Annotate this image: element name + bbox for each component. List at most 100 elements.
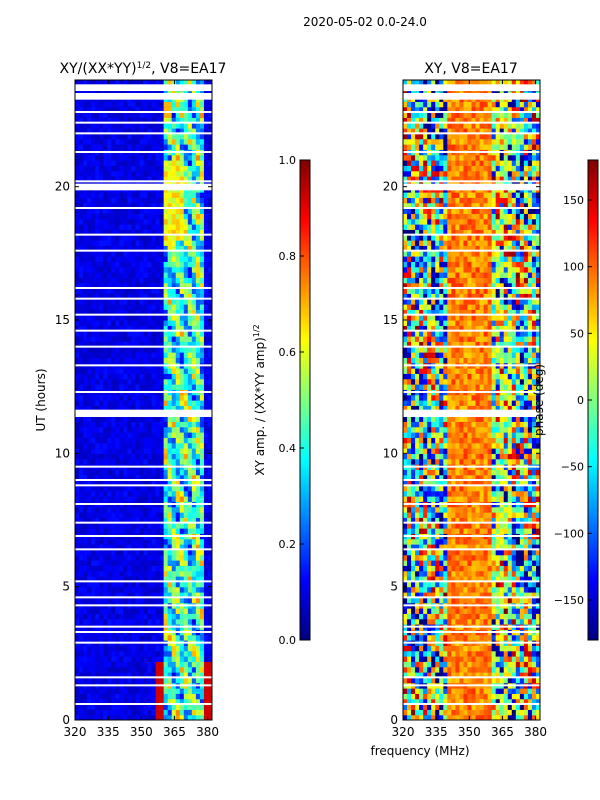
heatmap-cell [151, 458, 157, 465]
heatmap-cell [131, 704, 137, 710]
heatmap-cell [183, 165, 189, 172]
heatmap-cell [155, 597, 161, 604]
heatmap-cell [191, 528, 197, 534]
heatmap-cell [495, 634, 501, 641]
heatmap-cell [175, 373, 181, 380]
heatmap-cell [83, 645, 88, 652]
heatmap-cell [171, 672, 177, 678]
heatmap-cell [471, 645, 477, 652]
heatmap-cell [407, 645, 412, 652]
heatmap-cell [111, 346, 116, 353]
heatmap-cell [91, 154, 96, 161]
heatmap-cell [139, 405, 145, 412]
heatmap-cell [203, 261, 209, 268]
heatmap-cell [143, 549, 149, 556]
heatmap-cell [163, 704, 169, 710]
heatmap-cell [175, 656, 181, 662]
heatmap-cell [427, 672, 432, 678]
heatmap-cell [407, 672, 412, 678]
heatmap-cell [203, 693, 209, 700]
heatmap-cell [459, 608, 465, 614]
heatmap-cell [135, 538, 141, 545]
flagged-row [75, 484, 212, 487]
heatmap-cell [155, 528, 161, 534]
heatmap-cell [171, 618, 177, 625]
heatmap-cell [451, 650, 456, 657]
heatmap-cell [111, 506, 116, 513]
heatmap-cell [455, 618, 461, 625]
heatmap-cell [423, 698, 428, 705]
heatmap-cell [107, 618, 112, 625]
heatmap-cell [119, 704, 124, 710]
heatmap-cell [195, 314, 201, 321]
heatmap-cell [199, 581, 205, 588]
heatmap-cell [151, 245, 157, 252]
heatmap-cell [415, 666, 420, 673]
heatmap-cell [199, 282, 205, 289]
heatmap-cell [151, 106, 157, 113]
heatmap-cell [531, 709, 537, 716]
heatmap-cell [403, 709, 408, 716]
heatmap-cell [147, 688, 153, 694]
heatmap-cell [155, 496, 161, 502]
heatmap-cell [139, 314, 145, 321]
heatmap-cell [431, 608, 436, 614]
heatmap-cell [187, 634, 193, 641]
heatmap-cell [191, 165, 197, 172]
heatmap-cell [171, 218, 177, 225]
heatmap-cell [127, 229, 133, 236]
heatmap-cell [167, 586, 173, 593]
heatmap-cell [163, 517, 169, 524]
heatmap-cell [115, 554, 120, 561]
heatmap-cell [91, 608, 96, 614]
heatmap-cell [171, 586, 177, 593]
heatmap-cell [139, 224, 145, 230]
heatmap-cell [119, 213, 124, 220]
heatmap-cell [103, 517, 108, 524]
heatmap-cell [455, 608, 461, 614]
heatmap-cell [411, 704, 416, 710]
heatmap-cell [131, 544, 137, 550]
heatmap-cell [95, 597, 100, 604]
heatmap-cell [143, 160, 149, 166]
heatmap-cell [155, 277, 161, 284]
heatmap-cell [135, 218, 141, 225]
heatmap-cell [143, 634, 149, 641]
heatmap-cell [159, 368, 165, 374]
heatmap-cell [167, 266, 173, 273]
heatmap-cell [179, 645, 185, 652]
heatmap-cell [179, 373, 185, 380]
heatmap-cell [183, 282, 189, 289]
heatmap-cell [143, 581, 149, 588]
heatmap-cell [91, 437, 96, 444]
heatmap-cell [111, 282, 116, 289]
heatmap-cell [163, 496, 169, 502]
heatmap-cell [127, 160, 133, 166]
heatmap-cell [119, 506, 124, 513]
heatmap-cell [123, 618, 128, 625]
heatmap-cell [183, 250, 189, 257]
heatmap-cell [111, 357, 116, 364]
heatmap-cell [111, 416, 116, 422]
heatmap-cell [187, 405, 193, 412]
heatmap-cell [167, 80, 173, 86]
heatmap-cell [187, 480, 193, 486]
heatmap-cell [95, 453, 100, 460]
heatmap-cell [95, 512, 100, 518]
heatmap-cell [187, 474, 193, 481]
heatmap-cell [195, 517, 201, 524]
heatmap-cell [175, 565, 181, 572]
heatmap-cell [91, 538, 96, 545]
heatmap-cell [171, 256, 177, 262]
heatmap-cell [171, 554, 177, 561]
heatmap-cell [439, 618, 444, 625]
heatmap-cell [207, 437, 212, 444]
heatmap-cell [95, 432, 100, 438]
heatmap-cell [199, 672, 205, 678]
heatmap-cell [75, 240, 80, 246]
heatmap-cell [503, 672, 509, 678]
heatmap-cell [195, 234, 201, 241]
heatmap-cell [75, 634, 80, 641]
heatmap-cell [87, 661, 92, 668]
heatmap-cell [175, 677, 181, 684]
